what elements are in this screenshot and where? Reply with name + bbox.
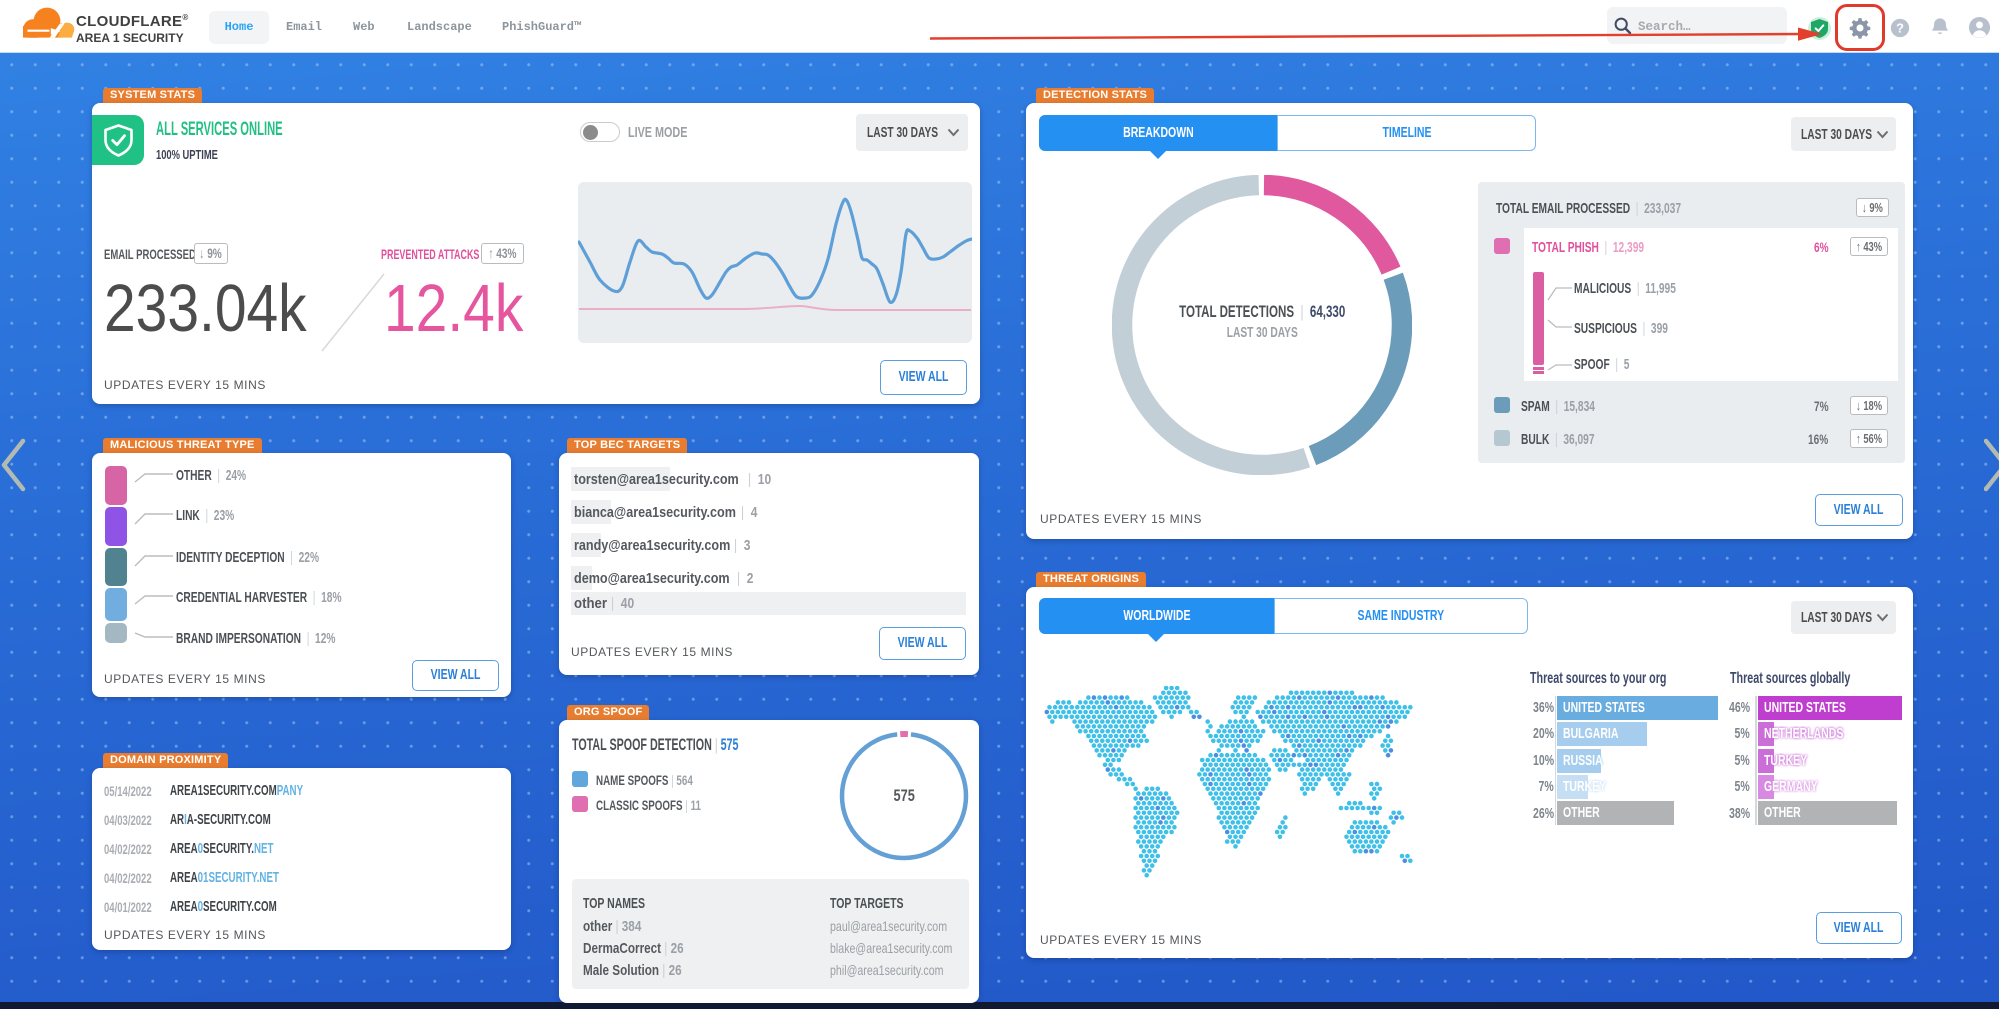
svg-text:?: ? (1896, 21, 1904, 36)
